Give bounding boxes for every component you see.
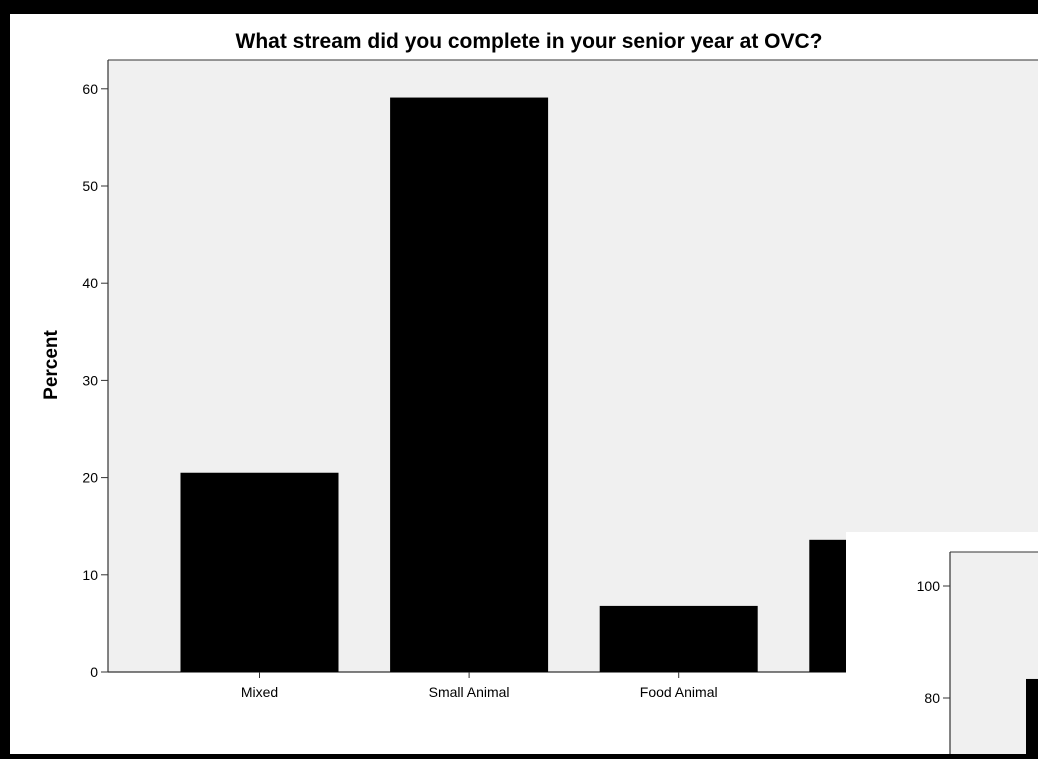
main-y-tick-label: 40 — [82, 275, 98, 291]
inset-y-tick-label: 100 — [917, 578, 941, 594]
main-x-tick-label: Mixed — [241, 684, 278, 700]
main-y-tick-label: 20 — [82, 470, 98, 486]
inset-y-tick-label: 80 — [924, 690, 940, 706]
main-y-tick-label: 50 — [82, 178, 98, 194]
main-chart-title: What stream did you complete in your sen… — [236, 30, 823, 53]
main-y-ticks: 0 10 20 30 40 50 60 — [82, 81, 108, 680]
main-bar — [599, 605, 758, 672]
main-bar — [180, 472, 339, 672]
inset-plot-area — [950, 552, 1038, 754]
main-y-tick-label: 0 — [90, 664, 98, 680]
main-y-axis-label: Percent — [41, 329, 62, 399]
main-x-tick-label: Small Animal — [429, 684, 510, 700]
inset-y-ticks: 80 100 — [917, 578, 950, 706]
main-x-tick-label: Food Animal — [640, 684, 718, 700]
inset-bar — [1026, 678, 1038, 754]
main-y-tick-label: 30 — [82, 372, 98, 388]
main-y-tick-label: 10 — [82, 567, 98, 583]
main-x-ticks: Mixed Small Animal Food Animal — [241, 672, 889, 700]
inset-bars — [1026, 678, 1038, 754]
main-bar — [390, 97, 549, 673]
main-y-tick-label: 60 — [82, 81, 98, 97]
